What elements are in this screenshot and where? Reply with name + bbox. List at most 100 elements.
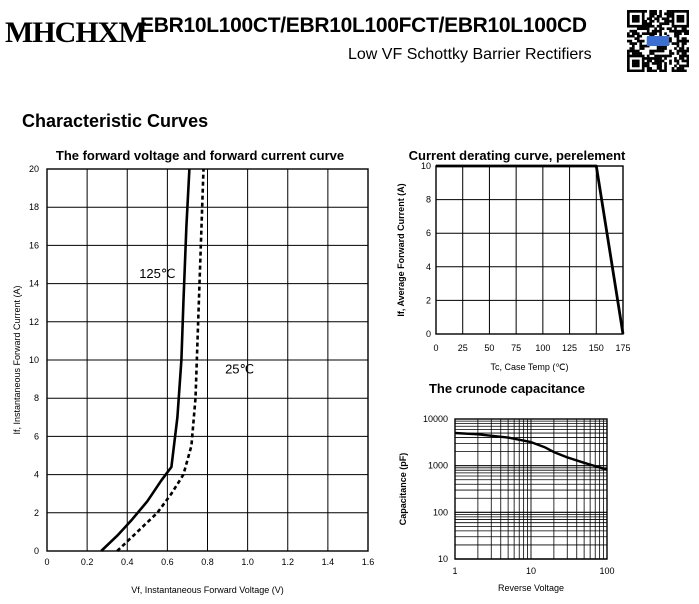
qr-module <box>661 27 665 31</box>
qr-module <box>654 62 657 65</box>
qr-module <box>676 37 680 40</box>
qr-module <box>656 24 660 28</box>
qr-module <box>627 17 630 21</box>
y-tick-label: 12 <box>29 317 39 327</box>
qr-module <box>646 69 650 72</box>
qr-module <box>659 69 662 72</box>
qr-module <box>686 22 689 26</box>
qr-module <box>634 17 638 21</box>
qr-module <box>641 64 645 68</box>
qr-module <box>684 64 687 68</box>
qr-module <box>651 49 655 53</box>
qr-module <box>639 24 643 28</box>
qr-module <box>656 64 660 68</box>
qr-module <box>627 32 630 35</box>
qr-module <box>664 69 667 72</box>
qr-module <box>636 14 640 18</box>
qr-module <box>631 49 635 53</box>
qr-module <box>679 64 682 68</box>
qr-module <box>664 12 667 16</box>
qr-module <box>646 27 650 31</box>
qr-module <box>627 69 630 72</box>
qr-module <box>681 42 685 45</box>
qr-module <box>641 32 645 35</box>
x-tick-label: 1.2 <box>281 557 294 567</box>
qr-module <box>641 22 645 26</box>
qr-module <box>649 52 652 55</box>
product-subtitle: Low VF Schottky Barrier Rectifiers <box>348 46 592 63</box>
qr-module <box>686 39 689 43</box>
qr-module <box>671 19 675 23</box>
y-tick-label: 4 <box>34 470 39 480</box>
qr-module <box>641 27 645 31</box>
qr-module <box>674 24 677 28</box>
qr-module <box>671 42 675 45</box>
qr-module <box>676 29 680 33</box>
qr-module <box>661 17 665 21</box>
qr-module <box>641 12 645 16</box>
qr-module <box>627 19 630 23</box>
qr-code-icon <box>627 10 689 72</box>
qr-module <box>627 39 630 43</box>
qr-module <box>679 17 682 21</box>
qr-module <box>627 34 630 38</box>
qr-module <box>644 22 648 26</box>
qr-module <box>634 32 638 35</box>
qr-module <box>664 62 667 65</box>
qr-module <box>671 24 675 28</box>
qr-module <box>634 29 638 33</box>
qr-module <box>686 49 689 53</box>
qr-module <box>674 34 677 38</box>
qr-module <box>679 10 682 13</box>
qr-module <box>684 49 687 53</box>
qr-module <box>686 19 689 23</box>
qr-module <box>656 17 660 21</box>
qr-module <box>631 52 635 55</box>
qr-module <box>679 19 682 23</box>
qr-module <box>681 14 685 18</box>
qr-module <box>681 17 685 21</box>
qr-module <box>631 62 635 65</box>
qr-module <box>641 69 645 72</box>
qr-module <box>659 64 662 68</box>
qr-module <box>636 17 640 21</box>
qr-module <box>651 52 655 55</box>
qr-module <box>636 19 640 23</box>
qr-module <box>659 32 662 35</box>
qr-module <box>627 10 630 13</box>
qr-module <box>629 69 633 72</box>
qr-module <box>651 62 655 65</box>
qr-module <box>654 29 657 33</box>
qr-module <box>656 59 660 63</box>
x-tick-label: 0.4 <box>121 557 134 567</box>
qr-module <box>629 34 633 38</box>
qr-module <box>679 67 682 70</box>
qr-module <box>676 19 680 23</box>
qr-module <box>676 39 680 43</box>
qr-module <box>644 27 648 31</box>
qr-module <box>666 17 670 21</box>
qr-module <box>661 47 665 50</box>
qr-module <box>651 57 655 60</box>
qr-module <box>646 57 650 60</box>
qr-module <box>686 14 689 18</box>
qr-module <box>659 10 662 13</box>
qr-module <box>681 37 685 40</box>
y-axis-label: If, Instantaneous Forward Current (A) <box>12 285 22 434</box>
qr-module <box>644 24 648 28</box>
qr-module <box>679 39 682 43</box>
qr-module <box>631 34 635 38</box>
qr-module <box>686 17 689 21</box>
qr-module <box>651 19 655 23</box>
qr-module <box>639 39 643 43</box>
x-tick-label: 0.6 <box>161 557 174 567</box>
part-number-title: EBR10L100CT/EBR10L100FCT/EBR10L100CD <box>140 14 587 37</box>
qr-module <box>649 69 652 72</box>
qr-module <box>636 10 640 13</box>
qr-module <box>656 47 660 50</box>
qr-module <box>686 32 689 35</box>
qr-module <box>669 52 672 55</box>
qr-module <box>669 39 672 43</box>
qr-module <box>631 17 635 21</box>
qr-module <box>634 19 638 23</box>
